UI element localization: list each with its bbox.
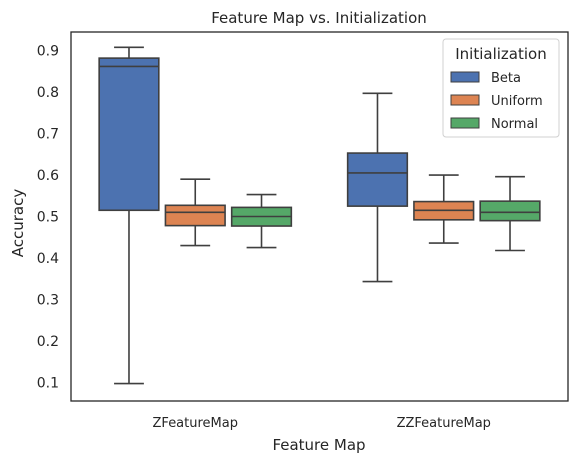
box-normal-zzfeaturemap <box>479 175 541 252</box>
box-uniform-zzfeaturemap <box>413 174 475 244</box>
y-tick-label: 0.5 <box>37 210 59 226</box>
box-normal-zfeaturemap <box>230 193 293 249</box>
y-axis-label: Accuracy <box>9 189 27 258</box>
y-tick-label: 0.7 <box>37 127 59 143</box>
axes: 0.1 0.2 0.3 0.4 0.5 0.6 0.7 0.8 0.9 ZFeatureMap ZZ… <box>37 31 569 431</box>
box-beta-zfeaturemap <box>98 46 160 385</box>
y-tick-label: 0.9 <box>37 44 59 60</box>
legend-label-uniform: Uniform <box>491 94 543 109</box>
legend: Initialization Beta Uniform Normal <box>442 38 560 138</box>
legend-swatch-normal <box>450 117 480 129</box>
box-uniform-zfeaturemap <box>164 178 226 247</box>
legend-swatch-uniform <box>450 94 480 106</box>
legend-title: Initialization <box>455 45 546 63</box>
y-tick-label: 0.4 <box>37 251 59 267</box>
legend-label-beta: Beta <box>491 71 521 86</box>
plot-area <box>98 46 541 385</box>
y-tick-label: 0.8 <box>37 85 59 101</box>
x-axis-label: Feature Map <box>272 436 365 454</box>
legend-label-normal: Normal <box>491 117 538 132</box>
x-tick-label: ZFeatureMap <box>153 416 238 431</box>
box-iqr <box>98 57 160 212</box>
box-beta-zzfeaturemap <box>346 92 409 283</box>
y-tick-label: 0.1 <box>37 375 59 391</box>
box-iqr <box>346 152 409 207</box>
y-tick-label: 0.2 <box>37 334 59 350</box>
x-tick-label: ZZFeatureMap <box>397 416 491 431</box>
legend-swatch-beta <box>450 71 480 83</box>
y-tick-label: 0.3 <box>37 292 59 308</box>
box-iqr <box>479 200 541 222</box>
legend-frame <box>442 38 560 138</box>
y-tick-label: 0.6 <box>37 168 59 184</box>
chart-title: Feature Map vs. Initialization <box>211 9 427 27</box>
box-iqr <box>164 204 226 227</box>
plot-frame <box>70 31 569 402</box>
